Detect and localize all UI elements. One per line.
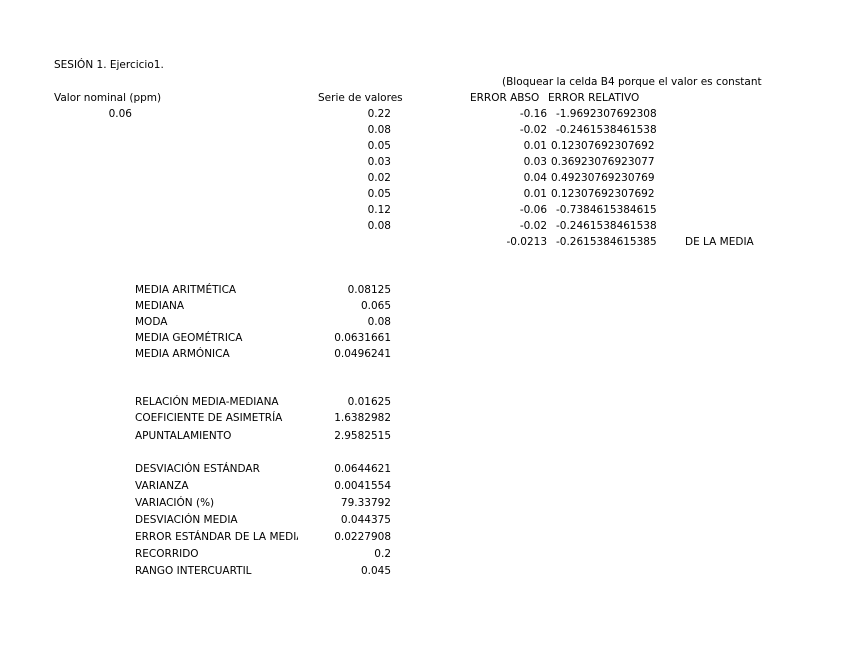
stat-value: 0.044375 bbox=[340, 514, 391, 526]
rel-error-value: 0.12307692307692 bbox=[551, 140, 655, 152]
abs-error-value: -0.02 bbox=[519, 124, 547, 136]
stat-value: 0.08 bbox=[367, 316, 391, 328]
stat-value: 0.0227908 bbox=[334, 531, 391, 543]
header-series: Serie de valores bbox=[318, 92, 403, 104]
series-value: 0.08 bbox=[367, 220, 391, 232]
rel-error-value: 0.36923076923077 bbox=[551, 156, 655, 168]
stat-label: DESVIACIÓN ESTÁNDAR bbox=[135, 463, 260, 475]
stat-label: VARIACIÓN (%) bbox=[135, 497, 215, 509]
sheet-title: SESIÓN 1. Ejercicio1. bbox=[54, 59, 164, 71]
stat-label: DESVIACIÓN MEDIA bbox=[135, 514, 238, 526]
abs-error-value: 0.04 bbox=[523, 172, 547, 184]
stat-label: MEDIA ARMÓNICA bbox=[135, 348, 230, 360]
mean-abs-error: -0.0213 bbox=[506, 236, 547, 248]
rel-error-value: -0.2461538461538 bbox=[556, 220, 657, 232]
stat-value: 0.2 bbox=[374, 548, 391, 560]
rel-error-value: 0.12307692307692 bbox=[551, 188, 655, 200]
rel-error-value: -0.7384615384615 bbox=[556, 204, 657, 216]
stat-value: 0.065 bbox=[360, 300, 391, 312]
abs-error-value: -0.02 bbox=[519, 220, 547, 232]
stat-label: MODA bbox=[135, 316, 168, 328]
abs-error-value: 0.01 bbox=[523, 188, 547, 200]
header-abs-error: ERROR ABSO bbox=[470, 92, 540, 104]
stat-label: RANGO INTERCUARTIL bbox=[135, 565, 252, 577]
series-value: 0.02 bbox=[367, 172, 391, 184]
stat-value: 1.6382982 bbox=[334, 412, 391, 424]
rel-error-value: -1.9692307692308 bbox=[556, 108, 657, 120]
header-nominal: Valor nominal (ppm) bbox=[54, 92, 162, 104]
mean-label: DE LA MEDIA bbox=[685, 236, 754, 248]
stat-label: VARIANZA bbox=[135, 480, 189, 492]
stat-value: 0.08125 bbox=[347, 284, 391, 296]
rel-error-value: 0.49230769230769 bbox=[551, 172, 655, 184]
stat-label: RECORRIDO bbox=[135, 548, 199, 560]
stat-label: MEDIA GEOMÉTRICA bbox=[135, 332, 243, 344]
stat-label: COEFICIENTE DE ASIMETRÍA bbox=[135, 412, 283, 424]
series-value: 0.22 bbox=[367, 108, 391, 120]
abs-error-value: -0.16 bbox=[519, 108, 547, 120]
series-value: 0.05 bbox=[367, 140, 391, 152]
stat-value: 0.045 bbox=[360, 565, 391, 577]
stat-value: 0.0496241 bbox=[334, 348, 391, 360]
stat-value: 0.01625 bbox=[347, 396, 391, 408]
stat-value: 2.9582515 bbox=[334, 430, 391, 442]
abs-error-value: 0.01 bbox=[523, 140, 547, 152]
series-value: 0.12 bbox=[367, 204, 391, 216]
stat-value: 0.0041554 bbox=[334, 480, 391, 492]
series-value: 0.08 bbox=[367, 124, 391, 136]
rel-error-value: -0.2461538461538 bbox=[556, 124, 657, 136]
stat-label: APUNTALAMIENTO bbox=[135, 430, 232, 442]
abs-error-value: -0.06 bbox=[519, 204, 547, 216]
stat-value: 0.0644621 bbox=[334, 463, 391, 475]
series-value: 0.05 bbox=[367, 188, 391, 200]
stat-label: ERROR ESTÁNDAR DE LA MEDIA bbox=[135, 531, 298, 543]
nominal-value: 0.06 bbox=[108, 108, 132, 120]
stat-value: 0.0631661 bbox=[334, 332, 391, 344]
stat-label: MEDIA ARITMÉTICA bbox=[135, 284, 237, 296]
note-text: (Bloquear la celda B4 porque el valor es… bbox=[502, 76, 762, 88]
stat-value: 79.33792 bbox=[340, 497, 391, 509]
mean-rel-error: -0.2615384615385 bbox=[556, 236, 657, 248]
abs-error-value: 0.03 bbox=[523, 156, 547, 168]
stat-label: MEDIANA bbox=[135, 300, 185, 312]
series-value: 0.03 bbox=[367, 156, 391, 168]
header-rel-error: ERROR RELATIVO bbox=[548, 92, 640, 104]
stat-label: RELACIÓN MEDIA-MEDIANA bbox=[135, 396, 279, 408]
